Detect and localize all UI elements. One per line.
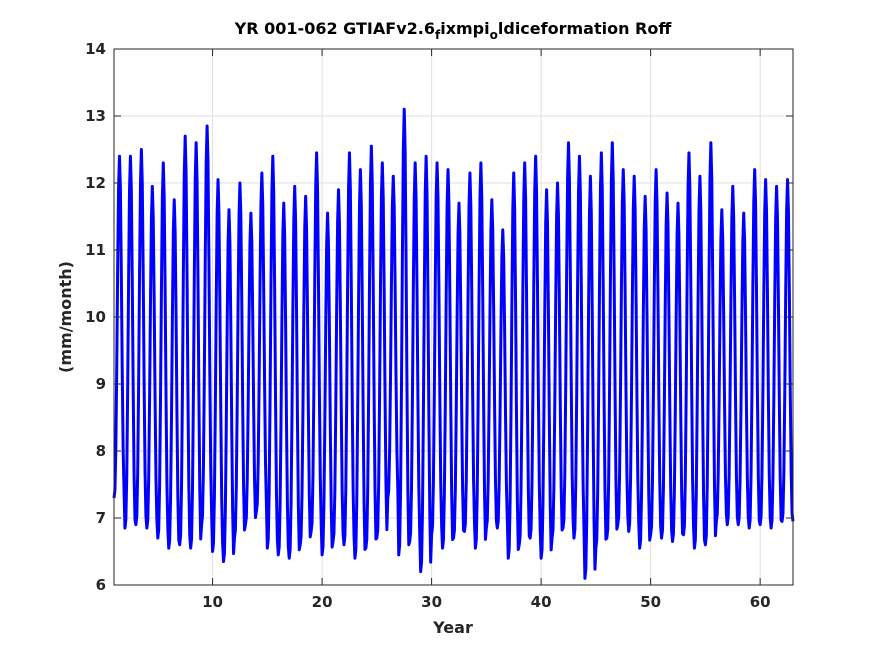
y-tick-label: 6 — [96, 576, 106, 594]
y-tick-label: 7 — [96, 509, 106, 527]
y-tick-label: 13 — [85, 107, 106, 125]
y-tick-label: 8 — [96, 442, 106, 460]
x-tick-label: 50 — [640, 593, 661, 611]
y-tick-label: 10 — [85, 308, 106, 326]
x-tick-label: 40 — [531, 593, 552, 611]
y-tick-label: 9 — [96, 375, 106, 393]
title-subscript: f — [435, 28, 441, 42]
x-tick-label: 60 — [750, 593, 771, 611]
y-tick-label: 11 — [85, 241, 106, 259]
title-subscript: o — [490, 28, 498, 42]
series-layer — [112, 107, 795, 580]
x-tick-label: 30 — [421, 593, 442, 611]
x-tick-label: 20 — [312, 593, 333, 611]
y-tick-label: 12 — [85, 174, 106, 192]
series-line — [112, 107, 795, 580]
ticks: 10 20 30 40 50 60 6 7 8 9 10 11 12 13 14 — [85, 40, 793, 611]
chart-title: YR 001-062 GTIAFv2.6fixmpioldiceformatio… — [234, 19, 673, 42]
y-axis-label: (mm/month) — [56, 261, 75, 373]
x-axis-label: Year — [432, 618, 473, 637]
y-tick-label: 14 — [85, 40, 106, 58]
x-tick-label: 10 — [202, 593, 223, 611]
